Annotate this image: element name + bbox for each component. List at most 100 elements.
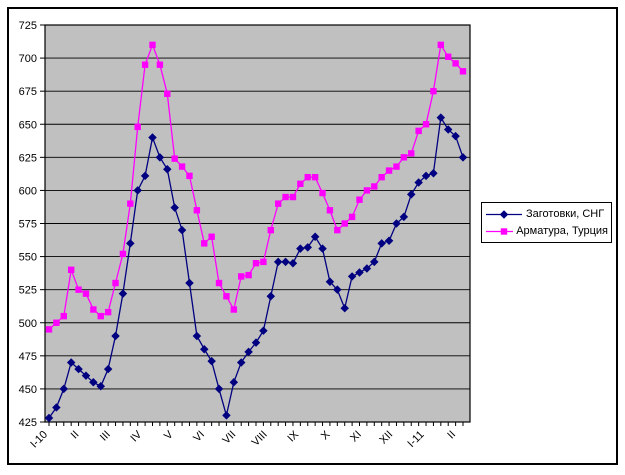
- data-point-marker: [171, 155, 178, 162]
- data-point-marker: [378, 173, 385, 181]
- data-point-marker: [274, 200, 282, 207]
- data-point-marker: [229, 378, 239, 387]
- data-point-marker: [53, 319, 60, 326]
- data-point-marker: [429, 168, 438, 178]
- x-axis-tick-label: IV: [128, 428, 144, 444]
- data-point-marker: [67, 266, 75, 274]
- data-point-marker: [177, 225, 187, 235]
- x-axis-tick-label: XII: [377, 429, 395, 447]
- data-point-marker: [245, 271, 252, 279]
- data-point-marker: [273, 257, 283, 267]
- data-point-marker: [437, 41, 445, 49]
- data-point-marker: [311, 173, 319, 181]
- data-point-marker: [422, 121, 430, 128]
- data-point-marker: [414, 178, 423, 187]
- data-point-marker: [297, 180, 304, 187]
- data-point-marker: [207, 356, 216, 366]
- x-axis-tick-label: VIII: [250, 429, 270, 449]
- data-point-marker: [252, 260, 260, 267]
- data-point-marker: [201, 240, 208, 247]
- legend-marker-sample: [499, 209, 509, 219]
- data-point-marker: [393, 163, 400, 170]
- data-point-marker: [362, 264, 372, 273]
- data-point-marker: [347, 272, 357, 281]
- data-point-marker: [185, 278, 194, 288]
- data-point-marker: [223, 293, 230, 300]
- data-point-marker: [458, 153, 468, 162]
- data-point-marker: [392, 219, 401, 228]
- x-axis-tick-label: I-11: [405, 429, 426, 450]
- data-point-marker: [319, 189, 326, 197]
- data-point-marker: [215, 279, 223, 287]
- data-point-marker: [296, 244, 305, 253]
- data-point-marker: [214, 384, 224, 394]
- data-point-marker: [155, 153, 165, 162]
- data-point-marker: [238, 273, 245, 280]
- y-axis-tick-label: 625: [19, 152, 37, 164]
- data-point-marker: [230, 306, 238, 313]
- data-point-marker: [421, 171, 431, 181]
- data-point-marker: [170, 203, 179, 212]
- data-point-marker: [377, 239, 386, 248]
- data-point-marker: [266, 292, 276, 301]
- y-axis-tick-label: 675: [19, 86, 37, 98]
- legend-item-zagotovki: Заготовки, СНГ: [485, 206, 608, 223]
- data-point-marker: [89, 378, 98, 387]
- diamond-marker-icon: [486, 209, 522, 219]
- y-axis-tick-label: 450: [19, 384, 37, 396]
- data-point-marker: [45, 326, 53, 333]
- data-point-marker: [192, 331, 202, 341]
- data-point-marker: [288, 258, 298, 268]
- data-point-marker: [289, 193, 297, 201]
- data-point-marker: [430, 87, 437, 95]
- data-point-marker: [103, 364, 113, 374]
- data-point-marker: [326, 207, 334, 214]
- data-point-marker: [112, 279, 119, 287]
- y-axis-tick-label: 500: [19, 318, 37, 330]
- data-point-marker: [310, 232, 320, 241]
- data-point-marker: [340, 303, 349, 313]
- data-point-marker: [127, 200, 134, 207]
- data-point-marker: [156, 61, 164, 68]
- data-point-marker: [44, 413, 54, 423]
- x-axis-tick-label: III: [98, 429, 113, 444]
- data-point-marker: [126, 239, 135, 248]
- data-point-marker: [134, 123, 141, 131]
- data-point-marker: [304, 173, 311, 181]
- x-axis-tick-label: VII: [220, 429, 238, 447]
- x-axis-tick-label: XI: [348, 429, 364, 445]
- data-point-marker: [407, 190, 416, 199]
- y-axis-tick-label: 475: [19, 351, 37, 363]
- square-marker-icon: [486, 227, 514, 235]
- data-point-marker: [119, 250, 127, 258]
- x-axis-tick-label: II: [445, 429, 458, 442]
- data-point-marker: [452, 60, 459, 67]
- data-point-marker: [355, 268, 364, 277]
- y-axis-tick-label: 550: [19, 252, 37, 264]
- data-point-marker: [282, 193, 289, 201]
- data-point-marker: [148, 133, 157, 142]
- data-point-marker: [60, 312, 67, 320]
- x-axis-tick-label: V: [162, 428, 176, 442]
- x-axis-tick-label: VI: [191, 429, 207, 445]
- legend: Заготовки, СНГ Арматура, Турция: [481, 202, 612, 243]
- x-axis-tick-label: X: [319, 428, 333, 442]
- data-point-marker: [149, 41, 156, 49]
- data-point-marker: [52, 403, 61, 412]
- data-point-marker: [66, 358, 76, 367]
- x-axis-tick-label: I-10: [28, 429, 50, 451]
- data-point-marker: [318, 244, 327, 253]
- y-axis-tick-label: 725: [19, 20, 37, 32]
- data-point-marker: [303, 243, 312, 252]
- data-point-marker: [445, 53, 452, 60]
- data-point-marker: [260, 258, 267, 266]
- data-point-marker: [333, 285, 342, 294]
- data-point-marker: [267, 226, 274, 234]
- data-point-marker: [325, 277, 335, 286]
- data-point-marker: [208, 233, 215, 240]
- data-point-marker: [193, 207, 201, 214]
- data-point-marker: [459, 68, 467, 75]
- y-axis-tick-label: 600: [19, 185, 37, 197]
- data-point-marker: [75, 286, 82, 293]
